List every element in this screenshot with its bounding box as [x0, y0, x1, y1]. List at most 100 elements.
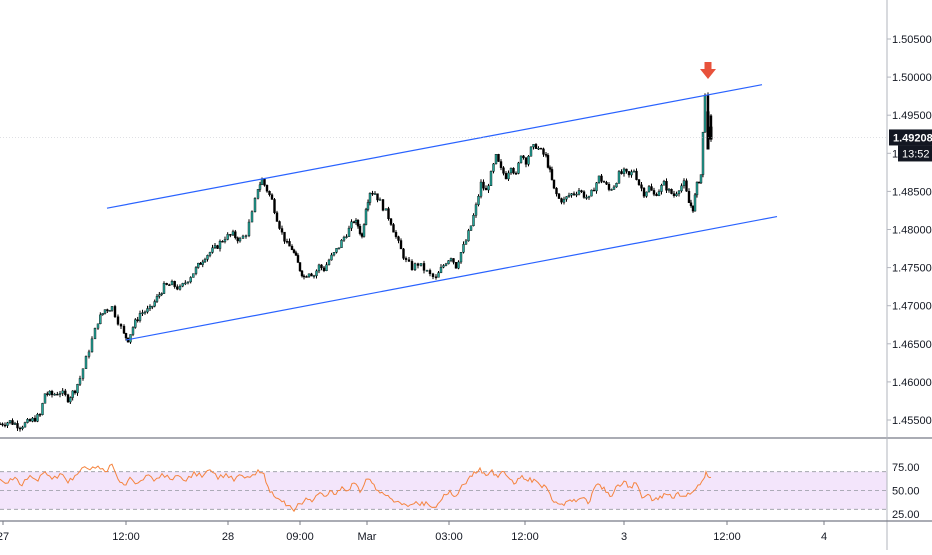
- candle: [364, 207, 368, 226]
- candle: [527, 154, 530, 167]
- candle: [620, 169, 623, 175]
- candle: [244, 234, 248, 239]
- candle: [124, 332, 128, 341]
- candle: [537, 146, 540, 150]
- spike-candle: [706, 92, 713, 150]
- candle: [153, 299, 156, 308]
- candle: [557, 193, 561, 200]
- candle: [444, 262, 448, 267]
- current-price-label: 1.49208: [893, 132, 932, 144]
- candle: [548, 165, 552, 173]
- time-tick-label: 12:00: [511, 531, 539, 543]
- candle: [660, 183, 663, 195]
- candle: [362, 223, 366, 238]
- candle: [469, 225, 473, 231]
- candle: [381, 198, 385, 212]
- candle: [544, 151, 548, 158]
- price-pane[interactable]: [0, 62, 887, 432]
- candle: [43, 393, 47, 404]
- candle: [33, 415, 37, 423]
- candle: [413, 262, 417, 272]
- candle: [592, 187, 596, 192]
- candle: [250, 210, 254, 223]
- candle: [162, 281, 166, 295]
- candle: [522, 155, 525, 160]
- candle: [312, 274, 316, 279]
- candle: [76, 383, 79, 396]
- candle: [387, 206, 390, 221]
- candle: [298, 262, 302, 272]
- candle: [221, 240, 224, 243]
- price-tick-label: 1.46000: [892, 377, 932, 389]
- price-axis[interactable]: 1.45500 1.46000 1.46500 1.47000 1.47500 1.480…: [886, 0, 932, 550]
- candle: [322, 265, 326, 273]
- candle: [268, 190, 271, 197]
- candle: [192, 273, 195, 278]
- candle: [253, 197, 257, 213]
- channel-line-lower[interactable]: [125, 215, 778, 341]
- candle: [258, 181, 262, 192]
- candle: [585, 194, 588, 200]
- candle: [502, 166, 505, 176]
- candle: [682, 178, 686, 189]
- candle: [437, 270, 440, 278]
- candle: [256, 189, 260, 200]
- candle: [693, 192, 697, 212]
- candle: [138, 310, 142, 323]
- candle: [570, 193, 573, 198]
- oscillator-pane[interactable]: [0, 437, 932, 513]
- candle: [78, 375, 82, 386]
- price-tick-label: 1.50500: [892, 34, 932, 46]
- candle: [580, 189, 583, 194]
- candle: [320, 264, 323, 271]
- candle: [315, 269, 318, 279]
- candle: [345, 234, 348, 239]
- candle: [186, 281, 190, 285]
- candle: [687, 188, 691, 203]
- candle: [206, 254, 209, 262]
- candle: [170, 279, 174, 286]
- candle: [378, 197, 382, 201]
- candle: [701, 131, 705, 178]
- candle: [368, 192, 372, 206]
- candle: [305, 275, 308, 278]
- price-tick-label: 1.48500: [892, 186, 932, 198]
- candle: [178, 284, 182, 291]
- candle: [292, 248, 296, 254]
- oscillator-tick-label: 50.00: [892, 486, 920, 498]
- candle: [539, 147, 543, 150]
- candle: [337, 247, 341, 250]
- candle: [416, 262, 420, 269]
- candle: [410, 259, 414, 271]
- candle: [371, 190, 374, 196]
- candle: [38, 413, 42, 418]
- candle: [327, 258, 331, 266]
- candle: [96, 323, 100, 330]
- candle: [189, 276, 192, 284]
- candle: [474, 202, 478, 218]
- time-tick-label: 27: [0, 531, 9, 543]
- candle: [56, 391, 59, 396]
- candle: [647, 184, 651, 193]
- channel-line-upper[interactable]: [106, 84, 763, 209]
- candle: [275, 210, 279, 222]
- candle: [247, 219, 251, 238]
- candle: [131, 326, 135, 337]
- candle: [273, 197, 276, 215]
- candle: [615, 182, 618, 188]
- time-axis[interactable]: 27 12:00 28 09:00 Mar 03:00 12:00 3 12:00 4: [0, 520, 932, 543]
- candle: [350, 219, 353, 231]
- candle: [366, 199, 370, 212]
- candle: [211, 244, 214, 254]
- candle: [645, 191, 648, 198]
- time-tick-label: 12:00: [112, 531, 140, 543]
- candle: [73, 389, 77, 395]
- candle: [555, 187, 558, 197]
- candle: [265, 184, 269, 193]
- candle: [23, 421, 27, 428]
- candle: [352, 220, 356, 224]
- candle: [87, 349, 91, 359]
- price-tick-label: 1.48000: [892, 225, 932, 237]
